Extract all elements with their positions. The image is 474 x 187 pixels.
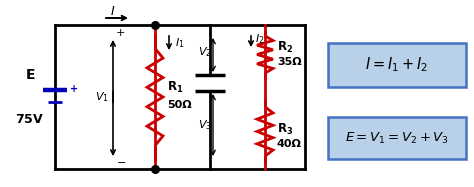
Text: $I$: $I$	[110, 4, 116, 18]
Text: +: +	[70, 84, 78, 94]
Text: $V_1$: $V_1$	[95, 90, 109, 104]
Text: 35Ω: 35Ω	[277, 57, 301, 67]
Text: 40Ω: 40Ω	[277, 139, 302, 149]
Text: $I = I_1 + I_2$: $I = I_1 + I_2$	[365, 56, 428, 74]
FancyBboxPatch shape	[328, 43, 466, 87]
Text: $\mathbf{R_3}$: $\mathbf{R_3}$	[277, 121, 293, 137]
Text: $I_1$: $I_1$	[175, 36, 184, 50]
Text: $\mathbf{R_1}$: $\mathbf{R_1}$	[167, 79, 183, 95]
Text: $I_2$: $I_2$	[255, 33, 264, 46]
Text: $E = V_1 = V_2 + V_3$: $E = V_1 = V_2 + V_3$	[345, 131, 449, 145]
Text: +: +	[116, 28, 126, 38]
Text: $\mathbf{E}$: $\mathbf{E}$	[25, 68, 35, 82]
Text: $-$: $-$	[116, 156, 126, 166]
Text: $V_2$: $V_2$	[198, 45, 212, 59]
Text: $V_3$: $V_3$	[198, 118, 212, 132]
Text: $\mathbf{R_2}$: $\mathbf{R_2}$	[277, 39, 293, 55]
FancyBboxPatch shape	[328, 117, 466, 159]
Text: 50Ω: 50Ω	[167, 100, 191, 110]
Text: $\mathbf{75V}$: $\mathbf{75V}$	[16, 113, 45, 125]
